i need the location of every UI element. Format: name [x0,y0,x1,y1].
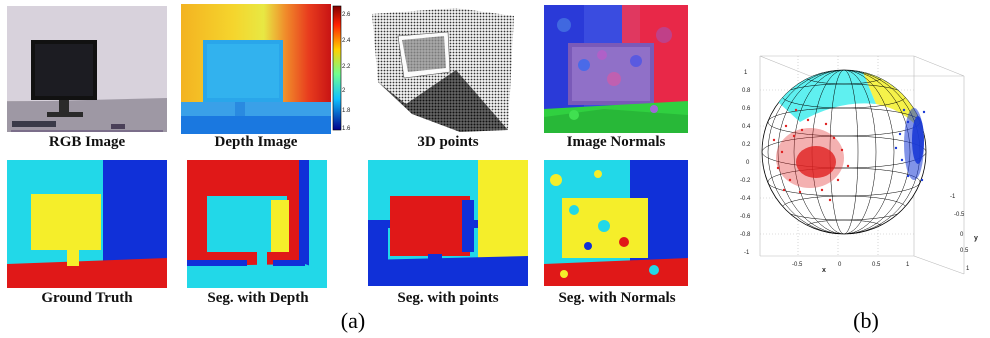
caption-points: 3D points [417,134,479,150]
y-tick: 1 [966,266,970,272]
z-tick: -0.4 [740,196,751,202]
colorbar-tick: 1.8 [342,108,351,114]
z-tick: 0.4 [742,124,751,130]
x-tick: -0.5 [792,262,803,268]
y-tick: 0 [960,232,964,238]
colorbar-tick: 1.6 [342,126,351,132]
x-axis-label: x [822,267,826,274]
red-point-cluster [772,108,850,202]
z-axis: 1 0.8 0.6 0.4 0.2 0 -0.2 -0.4 -0.6 -0.8 … [740,70,751,256]
y-axis: -1 -0.5 0 0.5 1 y [950,194,978,272]
z-tick: -0.8 [740,232,751,238]
y-tick: 0.5 [960,248,969,254]
x-tick: 0.5 [872,262,881,268]
z-tick: -0.6 [740,214,751,220]
caption-depth: Depth Image [214,134,298,150]
z-tick: 0.8 [742,88,751,94]
colorbar-tick: 2.4 [342,38,351,44]
depth-image [181,4,342,134]
ground-truth-image [7,160,167,288]
x-tick: 1 [906,262,910,268]
caption-seg-depth: Seg. with Depth [207,290,309,306]
caption-seg-normals: Seg. with Normals [558,290,676,306]
colorbar-ticks: 2.6 2.4 2.2 2 1.8 1.6 [342,8,360,132]
x-axis: -0.5 0 0.5 1 x [792,262,910,274]
blue-point-cluster [894,108,926,182]
y-tick: -0.5 [954,212,965,218]
colorbar-tick: 2.2 [342,64,351,70]
sphere-plot: 1 0.8 0.6 0.4 0.2 0 -0.2 -0.4 -0.6 -0.8 … [740,55,978,275]
caption-ground-truth: Ground Truth [41,290,133,306]
z-tick: 1 [744,70,748,76]
image-normals [544,5,688,133]
z-tick: 0 [746,160,750,166]
z-tick: -0.2 [740,178,751,184]
seg-normals-image [544,160,688,286]
seg-depth-image [187,160,327,288]
x-tick: 0 [838,262,842,268]
caption-seg-points: Seg. with points [397,290,499,306]
rgb-image [7,6,167,132]
z-tick: 0.2 [742,142,751,148]
z-tick: 0.6 [742,106,751,112]
seg-points-image [368,160,528,286]
y-axis-label: y [974,235,978,242]
subfigure-label-a: (a) [340,308,366,333]
caption-rgb: RGB Image [48,134,126,150]
points-3d-image [368,6,528,134]
z-tick: -1 [744,250,750,256]
caption-normals: Image Normals [566,134,666,150]
y-tick: -1 [950,194,956,200]
subfigure-label-b: (b) [853,308,879,333]
colorbar-tick: 2 [342,88,346,94]
colorbar-tick: 2.6 [342,12,351,18]
